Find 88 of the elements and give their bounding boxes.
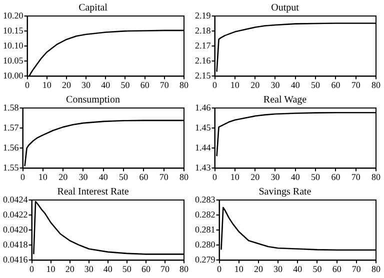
y-tick-label: 0.0422 bbox=[3, 209, 28, 220]
x-tick-label: 30 bbox=[82, 80, 92, 90]
x-tick-label: 80 bbox=[180, 80, 189, 90]
x-tick-label: 60 bbox=[139, 172, 149, 182]
x-tick-label: 30 bbox=[270, 80, 280, 90]
y-tick-label: 10.20 bbox=[3, 10, 24, 20]
chart-title: Real Interest Rate bbox=[57, 186, 130, 198]
x-tick-label: 60 bbox=[141, 264, 151, 274]
y-tick-label: 1.57 bbox=[3, 122, 20, 132]
chart-title: Capital bbox=[78, 2, 108, 14]
x-tick-label: 80 bbox=[372, 172, 381, 182]
y-tick-label: 10.15 bbox=[3, 25, 24, 36]
y-tick-label: 0.0416 bbox=[3, 254, 28, 265]
y-tick-label: 0.0424 bbox=[3, 194, 28, 204]
y-tick-label: 10.10 bbox=[3, 40, 24, 50]
x-tick-label: 70 bbox=[351, 172, 361, 182]
y-tick-label: 0.279 bbox=[195, 254, 216, 265]
x-tick-label: 20 bbox=[250, 172, 260, 182]
x-tick-label: 10 bbox=[42, 80, 52, 90]
x-tick-label: 0 bbox=[20, 172, 26, 182]
x-tick-label: 50 bbox=[119, 172, 129, 182]
y-tick-label: 2.16 bbox=[195, 56, 212, 66]
x-tick-label: 80 bbox=[372, 264, 381, 274]
x-tick-label: 30 bbox=[78, 172, 88, 182]
x-tick-label: 50 bbox=[122, 264, 132, 274]
y-tick-label: 10.00 bbox=[3, 70, 24, 81]
x-tick-label: 70 bbox=[351, 80, 361, 90]
x-tick-label: 80 bbox=[180, 172, 189, 182]
y-tick-label: 1.46 bbox=[195, 102, 212, 112]
y-tick-label: 0.0420 bbox=[3, 224, 28, 234]
x-tick-label: 80 bbox=[372, 80, 381, 90]
chart-title: Consumption bbox=[66, 94, 120, 106]
x-tick-label: 30 bbox=[274, 264, 284, 274]
x-tick-label: 20 bbox=[254, 264, 264, 274]
x-tick-label: 20 bbox=[250, 80, 260, 90]
y-tick-label: 1.55 bbox=[3, 162, 20, 173]
y-tick-label: 0.0418 bbox=[3, 240, 28, 250]
x-tick-label: 40 bbox=[293, 264, 303, 274]
x-tick-label: 30 bbox=[84, 264, 94, 274]
x-tick-label: 20 bbox=[58, 172, 68, 182]
y-tick-label: 1.45 bbox=[195, 122, 212, 132]
x-tick-label: 20 bbox=[65, 264, 75, 274]
y-tick-label: 2.15 bbox=[195, 70, 212, 81]
x-tick-label: 40 bbox=[103, 264, 113, 274]
y-tick-label: 1.56 bbox=[3, 142, 20, 152]
x-tick-label: 70 bbox=[160, 80, 170, 90]
x-tick-label: 20 bbox=[62, 80, 72, 90]
x-tick-label: 50 bbox=[311, 80, 321, 90]
x-tick-label: 0 bbox=[30, 264, 34, 274]
x-tick-label: 40 bbox=[101, 80, 111, 90]
x-tick-label: 60 bbox=[140, 80, 150, 90]
x-tick-label: 50 bbox=[120, 80, 130, 90]
y-tick-label: 2.19 bbox=[195, 10, 212, 20]
x-tick-label: 40 bbox=[290, 172, 300, 182]
y-tick-label: 2.18 bbox=[195, 25, 212, 36]
x-tick-label: 60 bbox=[331, 80, 341, 90]
x-tick-label: 70 bbox=[352, 264, 362, 274]
chart-title: Real Wage bbox=[263, 94, 308, 106]
x-tick-label: 10 bbox=[38, 172, 48, 182]
chart-title: Savings Rate bbox=[258, 186, 312, 198]
x-tick-label: 60 bbox=[331, 172, 341, 182]
chart-title: Output bbox=[271, 2, 300, 14]
x-tick-label: 50 bbox=[312, 264, 322, 274]
y-tick-label: 1.58 bbox=[3, 102, 20, 112]
x-tick-label: 50 bbox=[311, 172, 321, 182]
x-tick-label: 60 bbox=[332, 264, 342, 274]
x-tick-label: 0 bbox=[212, 172, 218, 182]
x-tick-label: 10 bbox=[46, 264, 56, 274]
x-tick-label: 10 bbox=[230, 80, 240, 90]
y-tick-label: 0.280 bbox=[195, 240, 216, 250]
x-tick-label: 0 bbox=[25, 80, 30, 90]
y-tick-label: 0.281 bbox=[195, 224, 216, 234]
y-tick-label: 10.05 bbox=[3, 56, 24, 66]
x-tick-label: 0 bbox=[212, 80, 218, 90]
y-tick-label: 1.44 bbox=[195, 142, 212, 152]
y-tick-label: 0.283 bbox=[195, 194, 216, 204]
x-tick-label: 0 bbox=[217, 264, 222, 274]
x-tick-label: 10 bbox=[234, 264, 244, 274]
x-tick-label: 40 bbox=[98, 172, 108, 182]
y-tick-label: 2.17 bbox=[195, 40, 212, 50]
x-tick-label: 40 bbox=[290, 80, 300, 90]
x-tick-label: 10 bbox=[230, 172, 240, 182]
x-tick-label: 70 bbox=[160, 264, 170, 274]
x-tick-label: 70 bbox=[159, 172, 169, 182]
y-tick-label: 0.282 bbox=[195, 209, 216, 220]
x-tick-label: 30 bbox=[270, 172, 280, 182]
y-tick-label: 1.43 bbox=[195, 162, 212, 173]
x-tick-label: 80 bbox=[180, 264, 189, 274]
